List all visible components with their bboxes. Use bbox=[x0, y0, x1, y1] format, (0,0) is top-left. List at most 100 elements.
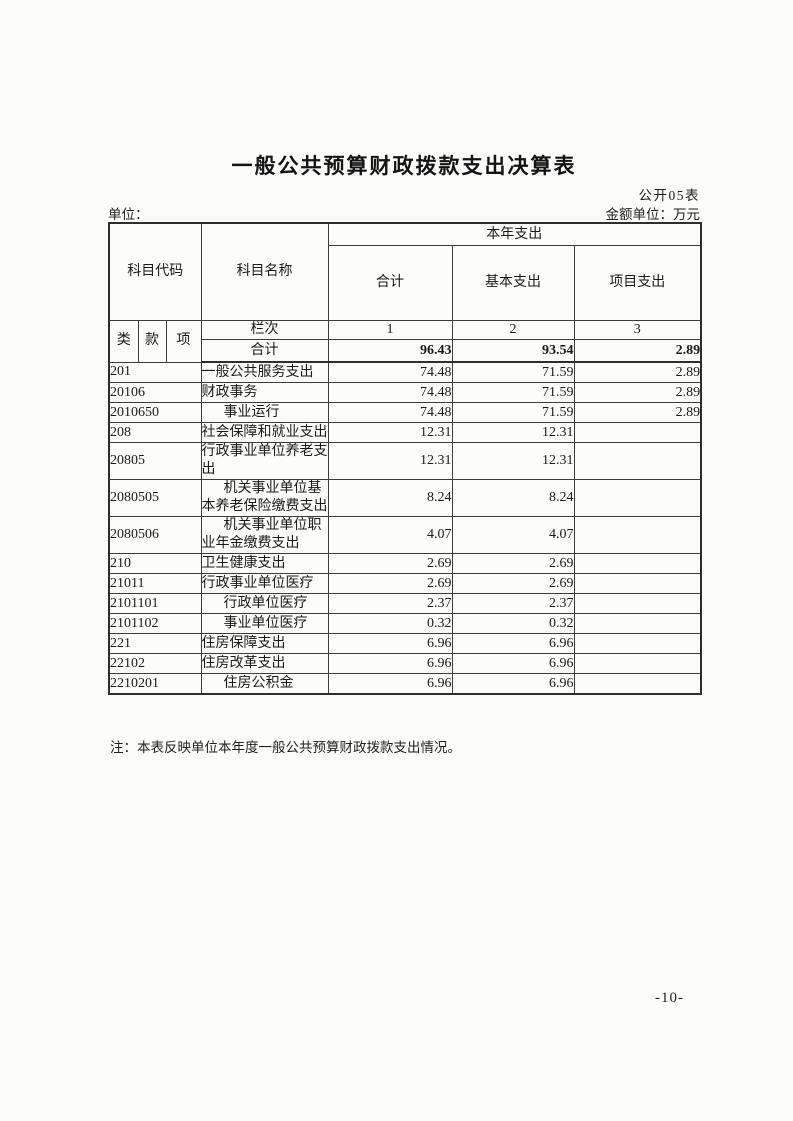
subject-code-cell: 20106 bbox=[108, 382, 202, 403]
form-code-label: 公开05表 bbox=[638, 188, 700, 203]
table-header-row-3: 类 款 项 栏次 1 2 3 bbox=[108, 320, 702, 363]
basic-value-cell: 2.69 bbox=[451, 573, 575, 594]
table-body: 科目代码 科目名称 本年支出 合计 基本支出 项目支出 类 款 项 栏次 1 2… bbox=[108, 222, 702, 695]
total-row-total-value: 96.43 bbox=[327, 339, 453, 363]
total-row-label: 合计 bbox=[200, 339, 329, 363]
table-note: 注：本表反映单位本年度一般公共预算财政拨款支出情况。 bbox=[110, 740, 461, 755]
subject-code-cell: 22102 bbox=[108, 653, 202, 674]
table-row: 21011 行政事业单位医疗 2.69 2.69 bbox=[108, 573, 702, 594]
project-value-cell bbox=[573, 633, 702, 654]
total-value-cell: 74.48 bbox=[327, 382, 453, 403]
subject-code-cell: 2101102 bbox=[108, 613, 202, 634]
table-row: 22102 住房改革支出 6.96 6.96 bbox=[108, 653, 702, 674]
subject-code-cell: 2210201 bbox=[108, 673, 202, 695]
table-row: 20805 行政事业单位养老支出 12.31 12.31 bbox=[108, 442, 702, 480]
basic-value-cell: 6.96 bbox=[451, 633, 575, 654]
subject-code-cell: 221 bbox=[108, 633, 202, 654]
basic-value-cell: 0.32 bbox=[451, 613, 575, 634]
subject-name-cell: 事业运行 bbox=[200, 402, 329, 423]
subject-name-cell: 事业单位医疗 bbox=[200, 613, 329, 634]
total-value-cell: 8.24 bbox=[327, 479, 453, 517]
header-column-index-label: 栏次 bbox=[200, 320, 329, 340]
table-total-row: 合计 96.43 93.54 2.89 bbox=[109, 339, 702, 363]
table-row: 210 卫生健康支出 2.69 2.69 bbox=[108, 553, 702, 574]
header-current-year-expenditure: 本年支出 bbox=[327, 222, 702, 246]
basic-value-cell: 71.59 bbox=[451, 382, 575, 403]
project-value-cell: 2.89 bbox=[573, 361, 702, 383]
subject-name-cell: 机关事业单位职业年金缴费支出 bbox=[200, 516, 329, 554]
total-value-cell: 2.37 bbox=[327, 593, 453, 614]
basic-value-cell: 6.96 bbox=[451, 653, 575, 674]
table-row: 2210201 住房公积金 6.96 6.96 bbox=[108, 673, 702, 695]
table-row: 2080505 机关事业单位基本养老保险缴费支出 8.24 8.24 bbox=[108, 479, 702, 517]
meta-line: 单位： 金额单位：万元 bbox=[108, 203, 700, 223]
basic-value-cell: 12.31 bbox=[451, 442, 575, 480]
total-value-cell: 2.69 bbox=[327, 573, 453, 594]
project-value-cell bbox=[573, 673, 702, 695]
total-value-cell: 2.69 bbox=[327, 553, 453, 574]
total-value-cell: 6.96 bbox=[327, 633, 453, 654]
total-value-cell: 0.32 bbox=[327, 613, 453, 634]
subject-name-cell: 卫生健康支出 bbox=[200, 553, 329, 574]
header-section: 款 bbox=[137, 320, 167, 363]
basic-value-cell: 12.31 bbox=[451, 422, 575, 443]
total-value-cell: 6.96 bbox=[327, 673, 453, 695]
total-row-project-value: 2.89 bbox=[573, 339, 702, 363]
header-item: 项 bbox=[165, 320, 202, 363]
column-index-1: 1 bbox=[327, 320, 453, 340]
project-value-cell bbox=[573, 573, 702, 594]
header-total: 合计 bbox=[327, 245, 453, 321]
header-basic-expenditure: 基本支出 bbox=[451, 245, 575, 321]
project-value-cell bbox=[573, 613, 702, 634]
subject-code-cell: 2010650 bbox=[108, 402, 202, 423]
subject-code-cell: 2080505 bbox=[108, 479, 202, 517]
subject-code-cell: 201 bbox=[108, 361, 202, 383]
subject-name-cell: 一般公共服务支出 bbox=[200, 361, 329, 383]
project-value-cell: 2.89 bbox=[573, 382, 702, 403]
subject-code-cell: 210 bbox=[108, 553, 202, 574]
table-row: 2101102 事业单位医疗 0.32 0.32 bbox=[108, 613, 702, 634]
table-header-row-2: 合计 基本支出 项目支出 bbox=[109, 245, 702, 321]
unit-label: 单位： bbox=[108, 207, 149, 222]
subject-name-cell: 机关事业单位基本养老保险缴费支出 bbox=[200, 479, 329, 517]
project-value-cell bbox=[573, 442, 702, 480]
total-value-cell: 12.31 bbox=[327, 422, 453, 443]
total-value-cell: 6.96 bbox=[327, 653, 453, 674]
table-row: 2101101 行政单位医疗 2.37 2.37 bbox=[108, 593, 702, 614]
column-index-3: 3 bbox=[573, 320, 702, 340]
header-project-expenditure: 项目支出 bbox=[573, 245, 702, 321]
basic-value-cell: 71.59 bbox=[451, 402, 575, 423]
subject-name-cell: 住房改革支出 bbox=[200, 653, 329, 674]
project-value-cell bbox=[573, 653, 702, 674]
table-row: 201 一般公共服务支出 74.48 71.59 2.89 bbox=[108, 361, 702, 383]
subject-code-cell: 21011 bbox=[108, 573, 202, 594]
page-number: -10- bbox=[655, 990, 684, 1006]
total-value-cell: 74.48 bbox=[327, 361, 453, 383]
total-row-basic-value: 93.54 bbox=[451, 339, 575, 363]
basic-value-cell: 2.37 bbox=[451, 593, 575, 614]
subject-name-cell: 社会保障和就业支出 bbox=[200, 422, 329, 443]
table-header-row-1: 科目代码 科目名称 本年支出 bbox=[108, 222, 702, 321]
subject-name-cell: 行政事业单位养老支出 bbox=[200, 442, 329, 480]
project-value-cell bbox=[573, 593, 702, 614]
header-subject-name: 科目名称 bbox=[200, 222, 329, 321]
header-subject-code: 科目代码 bbox=[108, 222, 202, 321]
table-row: 208 社会保障和就业支出 12.31 12.31 bbox=[108, 422, 702, 443]
table-row: 2010650 事业运行 74.48 71.59 2.89 bbox=[108, 402, 702, 423]
project-value-cell bbox=[573, 553, 702, 574]
table-row: 20106 财政事务 74.48 71.59 2.89 bbox=[108, 382, 702, 403]
total-value-cell: 4.07 bbox=[327, 516, 453, 554]
subject-name-cell: 住房保障支出 bbox=[200, 633, 329, 654]
page-title: 一般公共预算财政拨款支出决算表 bbox=[231, 154, 577, 178]
subject-code-cell: 2080506 bbox=[108, 516, 202, 554]
basic-value-cell: 4.07 bbox=[451, 516, 575, 554]
basic-value-cell: 8.24 bbox=[451, 479, 575, 517]
column-index-2: 2 bbox=[451, 320, 575, 340]
basic-value-cell: 71.59 bbox=[451, 361, 575, 383]
table-row: 221 住房保障支出 6.96 6.96 bbox=[108, 633, 702, 654]
subject-code-cell: 20805 bbox=[108, 442, 202, 480]
header-class: 类 bbox=[108, 320, 139, 363]
total-value-cell: 74.48 bbox=[327, 402, 453, 423]
basic-value-cell: 6.96 bbox=[451, 673, 575, 695]
